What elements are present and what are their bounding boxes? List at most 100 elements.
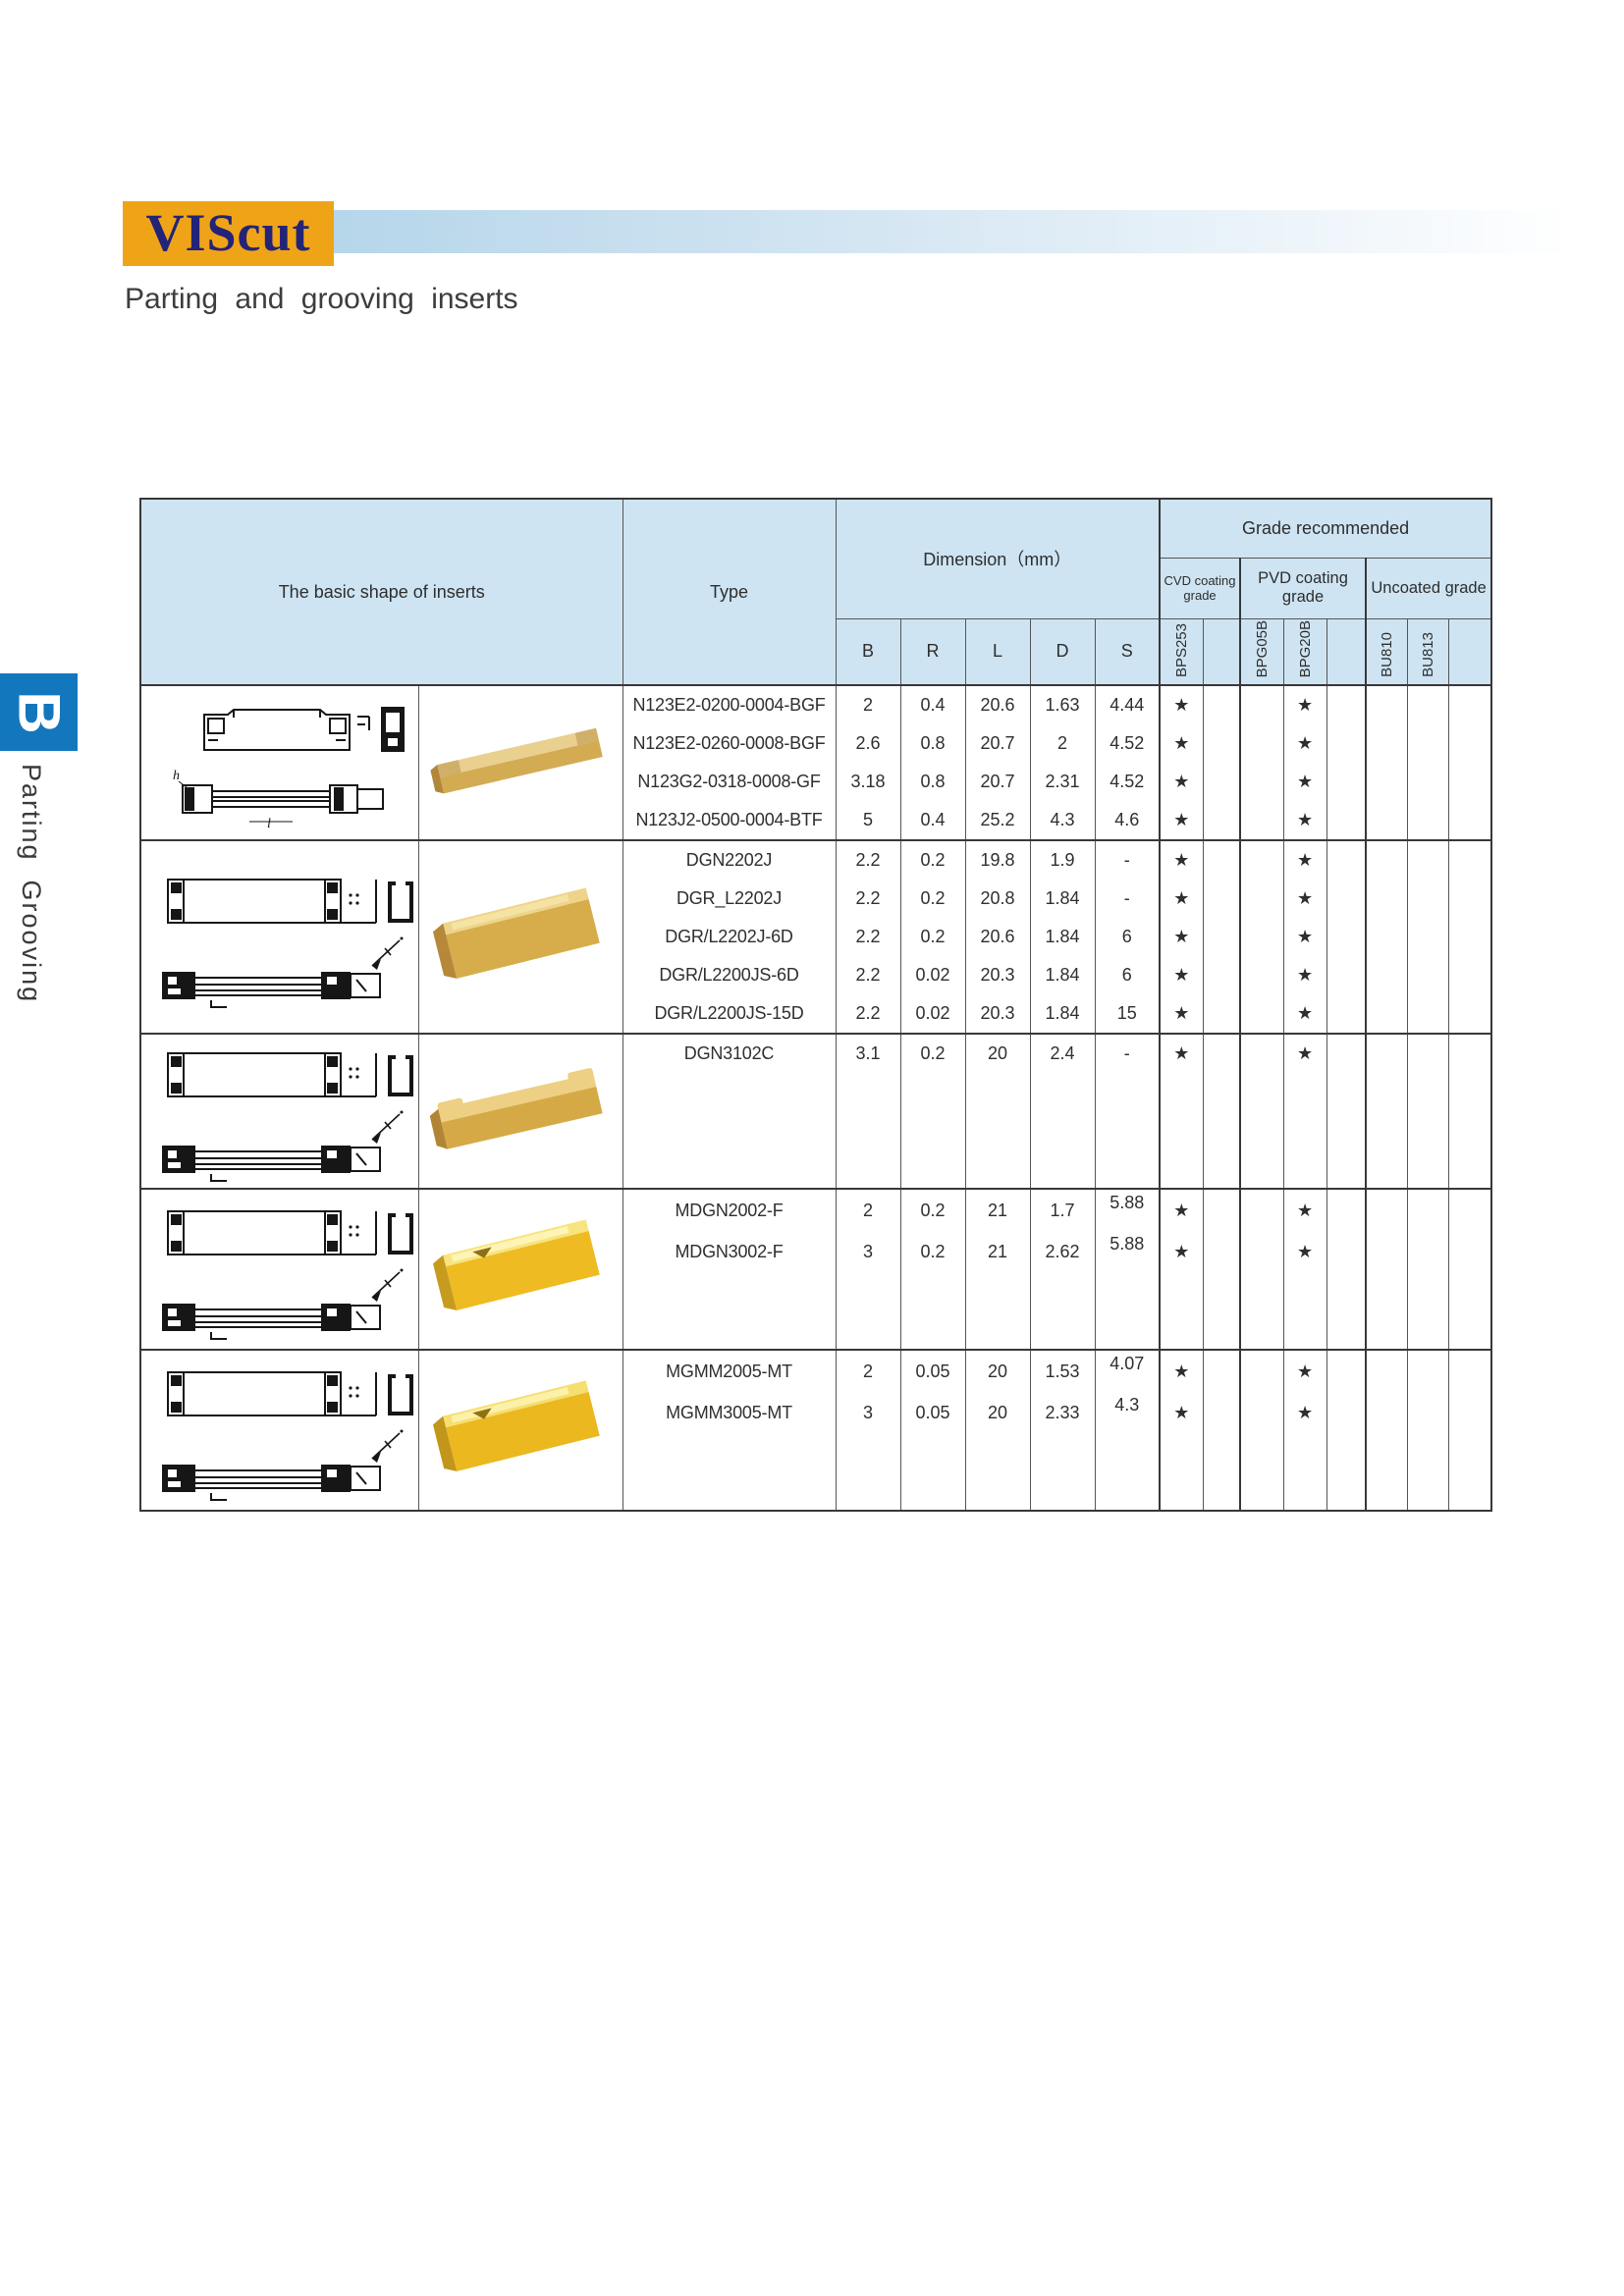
grade-star-cell: ★: [1159, 1349, 1204, 1392]
grade-code-bps253: BPS253: [1159, 618, 1204, 685]
grade-cell: [1202, 1188, 1241, 1231]
grade-cell: [1447, 956, 1492, 994]
grade-cell: [1239, 1111, 1284, 1149]
table-row: MGMM3005-MT 3 0.05 20 2.33 4.3 ★ ★: [140, 1392, 1492, 1433]
dim-cell: 1.9: [1029, 839, 1095, 880]
type-cell: [622, 1272, 836, 1310]
dim-cell: 20.3: [964, 994, 1030, 1034]
type-cell: DGR/L2202J-6D: [622, 918, 836, 956]
grade-star-cell: ★: [1282, 880, 1327, 918]
dim-cell: [1094, 1111, 1161, 1149]
grade-cell: [1239, 1471, 1284, 1511]
type-cell: DGR/L2200JS-6D: [622, 956, 836, 994]
dim-cell: [899, 1111, 965, 1149]
dim-cell: 4.6: [1094, 801, 1161, 840]
dim-cell: 0.2: [899, 1231, 965, 1272]
grade-cell: [1447, 994, 1492, 1034]
dim-cell: 2.31: [1029, 763, 1095, 801]
inserts-table: The basic shape of inserts Type Dimensio…: [139, 498, 1493, 1512]
grade-cell: [1202, 724, 1241, 763]
dim-cell: 6: [1094, 918, 1161, 956]
grade-star-cell: ★: [1282, 724, 1327, 763]
dim-cell: -: [1094, 1033, 1161, 1073]
grade-star-cell: ★: [1282, 918, 1327, 956]
dim-cell: 0.8: [899, 763, 965, 801]
grade-star-cell: ★: [1282, 1349, 1327, 1392]
dim-cell: 19.8: [964, 839, 1030, 880]
dim-cell: 4.52: [1094, 724, 1161, 763]
dim-cell: 2.2: [835, 994, 900, 1034]
grade-cell: [1326, 1349, 1367, 1392]
dim-cell: 2.2: [835, 880, 900, 918]
grade-cell: [1326, 994, 1367, 1034]
grade-cell: [1365, 1349, 1408, 1392]
insert-photo-cell: [417, 1349, 623, 1511]
grade-cell: [1239, 1033, 1284, 1073]
col-header-l: L: [964, 618, 1030, 685]
grade-cell: [1406, 1188, 1449, 1231]
dim-cell: 2: [1029, 724, 1095, 763]
grade-star-cell: ★: [1159, 801, 1204, 840]
inserts-table-wrap: The basic shape of inserts Type Dimensio…: [139, 498, 1493, 1512]
insert-photo-cell: [417, 684, 623, 840]
type-cell: N123E2-0260-0008-BGF: [622, 724, 836, 763]
grade-cell: [1202, 994, 1241, 1034]
type-cell: N123G2-0318-0008-GF: [622, 763, 836, 801]
dim-cell: 21: [964, 1231, 1030, 1272]
dim-cell: 2.2: [835, 956, 900, 994]
dim-cell: 1.53: [1029, 1349, 1095, 1392]
section-tab-letter: B: [6, 690, 73, 734]
grade-cell: [1406, 763, 1449, 801]
grade-cell: [1239, 994, 1284, 1034]
grade-cell: [1282, 1272, 1327, 1310]
grade-cell: [1447, 1149, 1492, 1189]
grade-cell: [1202, 1310, 1241, 1350]
grade-cell: [1282, 1149, 1327, 1189]
insert-drawing-cell: [139, 1188, 418, 1350]
grade-cell: [1239, 1272, 1284, 1310]
dim-cell: 3.1: [835, 1033, 900, 1073]
col-header-r: R: [899, 618, 965, 685]
grade-cell: [1282, 1471, 1327, 1511]
dim-cell: [1094, 1471, 1161, 1511]
grade-star-cell: ★: [1282, 1392, 1327, 1433]
grade-cell: [1326, 724, 1367, 763]
col-header-shape: The basic shape of inserts: [139, 499, 623, 685]
grade-cell: [1202, 1349, 1241, 1392]
grade-cell: [1365, 918, 1408, 956]
dim-cell: [1029, 1272, 1095, 1310]
grade-cell: [1159, 1111, 1204, 1149]
grade-cell: [1447, 1272, 1492, 1310]
grade-cell: [1239, 1433, 1284, 1471]
grade-cell: [1326, 839, 1367, 880]
dim-cell: 20.7: [964, 724, 1030, 763]
grade-cell: [1282, 1111, 1327, 1149]
grade-cell: [1447, 1349, 1492, 1392]
grade-cell: [1239, 839, 1284, 880]
grade-cell: [1239, 1188, 1284, 1231]
grade-cell: [1159, 1310, 1204, 1350]
dim-cell: 20.6: [964, 918, 1030, 956]
grade-cell: [1406, 684, 1449, 724]
dim-cell: 2.6: [835, 724, 900, 763]
grade-cell: [1406, 1272, 1449, 1310]
dim-cell: [835, 1310, 900, 1350]
type-cell: N123E2-0200-0004-BGF: [622, 684, 836, 724]
dim-cell: [835, 1433, 900, 1471]
type-cell: MDGN3002-F: [622, 1231, 836, 1272]
insert-photo-cell: [417, 1188, 623, 1350]
dim-cell: [899, 1149, 965, 1189]
grade-cell: [1365, 1471, 1408, 1511]
dim-cell: [1094, 1272, 1161, 1310]
dim-cell: -: [1094, 880, 1161, 918]
table-row: MGMM2005-MT 2 0.05 20 1.53 4.07 ★ ★: [139, 1349, 1492, 1511]
dim-cell: 2: [835, 684, 900, 724]
dim-cell: 1.84: [1029, 880, 1095, 918]
grade-star-cell: ★: [1282, 839, 1327, 880]
dim-cell: 0.2: [899, 1033, 965, 1073]
grade-cell: [1326, 918, 1367, 956]
grade-cell: [1365, 839, 1408, 880]
dim-cell: [964, 1073, 1030, 1111]
dim-cell: [1094, 1433, 1161, 1471]
grade-cell: [1239, 956, 1284, 994]
